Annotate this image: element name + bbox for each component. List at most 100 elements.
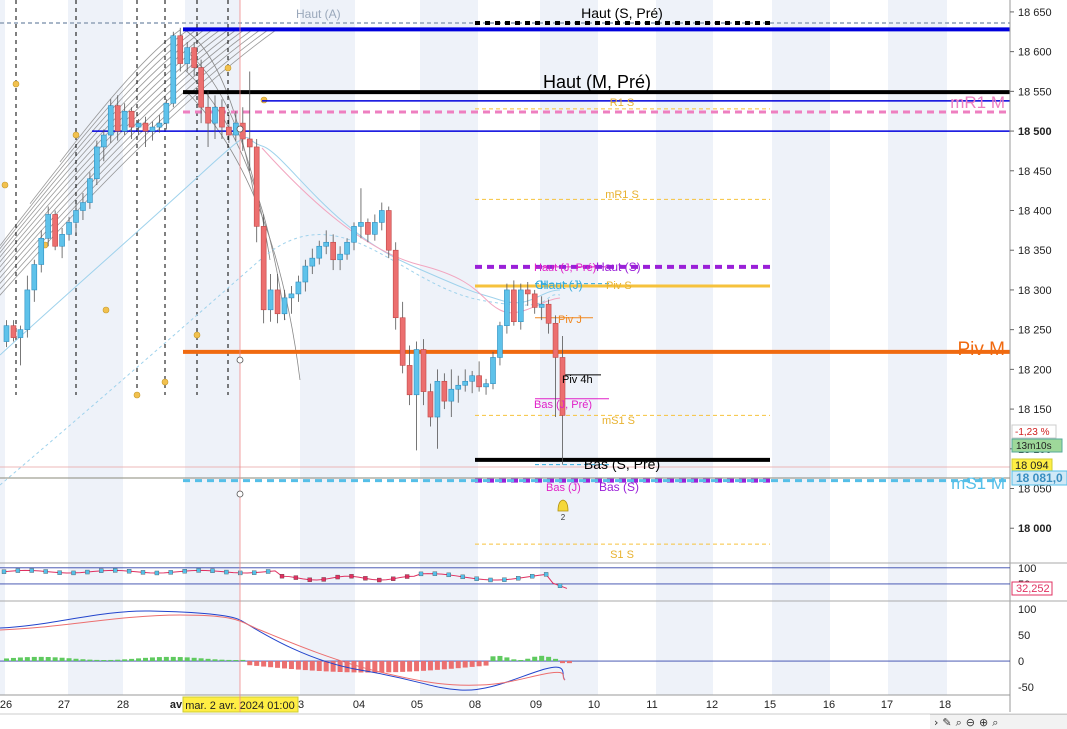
candle <box>114 105 121 132</box>
macd-panel: 100 50 0 -50 <box>0 600 1067 694</box>
macd-bar <box>455 661 461 669</box>
macd-bar <box>143 657 148 662</box>
osc-point <box>140 570 146 575</box>
axis-tick-label: 18 550 <box>1018 86 1052 98</box>
candle <box>246 138 253 148</box>
candle <box>337 253 343 261</box>
macd-bar <box>59 657 65 662</box>
date-label: 3 <box>298 699 304 711</box>
macd-bar <box>497 655 503 662</box>
macd-bar <box>163 656 169 662</box>
candle <box>309 257 316 267</box>
candle <box>344 241 350 255</box>
candle <box>260 226 267 311</box>
osc-point <box>224 569 229 575</box>
axis-tick-label: 18 500 <box>1018 126 1052 138</box>
osc-value-badge: 32,252 <box>1016 583 1050 595</box>
level-label: mS1 M <box>951 474 1005 493</box>
osc-point <box>307 577 312 582</box>
macd-bar <box>10 657 16 662</box>
zoom-in-icon[interactable]: ⊕ <box>979 715 989 729</box>
candle <box>378 210 385 223</box>
macd-bar <box>226 659 232 662</box>
search-icon[interactable]: ⌕ <box>992 715 999 729</box>
macd-line <box>0 610 566 691</box>
macd-bar <box>247 661 253 666</box>
candle <box>385 210 392 251</box>
alert-bell-count: 2 <box>561 513 566 522</box>
level-label: Bas (S) <box>599 480 639 494</box>
macd-bar <box>73 658 79 662</box>
level-label: Bas (S, Pré) <box>584 456 660 472</box>
candle <box>427 391 434 418</box>
level-label: Haut (S) <box>596 260 641 274</box>
candle <box>295 281 302 295</box>
drawing-tools-icon[interactable]: ✎ <box>942 715 952 729</box>
fan-node <box>1 181 9 189</box>
countdown-badge: 13m10s <box>1016 441 1052 452</box>
scrollbar-track <box>0 714 930 729</box>
level-label: Piv M <box>958 339 1006 360</box>
macd-bar <box>31 656 37 662</box>
macd-bar <box>66 658 72 662</box>
osc-point <box>15 568 21 573</box>
level-label: Haut (J, Pré) <box>534 262 596 274</box>
candle <box>73 210 79 223</box>
axis-tick-label: 18 350 <box>1018 245 1052 257</box>
session-band <box>656 0 713 695</box>
candle <box>45 214 52 239</box>
crosshair-node <box>236 356 244 364</box>
macd-bar <box>288 661 294 670</box>
candle <box>274 289 281 315</box>
candle <box>288 293 295 299</box>
candle <box>462 380 469 386</box>
osc-point <box>57 570 62 575</box>
axis-tick-label: 18 250 <box>1018 325 1052 337</box>
osc-point <box>404 574 410 579</box>
zoom-search-icon[interactable]: ⌕ <box>955 715 962 729</box>
macd-bar <box>448 661 454 669</box>
price-axis[interactable]: 18 650 18 600 18 550 18 500 18 450 18 400 18 3… <box>1009 0 1067 729</box>
level-label: Bas (J) <box>546 482 581 494</box>
fan-node <box>102 306 110 314</box>
osc-point <box>29 568 34 573</box>
scroll-right-icon[interactable]: › <box>934 715 939 729</box>
macd-bar <box>532 656 538 662</box>
osc-point <box>71 570 76 576</box>
zoom-out-icon[interactable]: ⊖ <box>965 715 976 729</box>
level-label: Bas (J, Pré) <box>534 399 592 411</box>
osc-point <box>182 568 187 574</box>
change-badge-bg <box>1011 424 1057 439</box>
candle <box>128 110 135 128</box>
fan-curve <box>0 29 245 273</box>
date-label: 12 <box>706 699 718 711</box>
crosshair-node <box>236 125 244 133</box>
candle <box>448 388 455 402</box>
macd-bar <box>309 661 315 671</box>
session-band <box>772 0 830 695</box>
level-label: Haut (S, Pré) <box>581 5 663 21</box>
osc-point <box>168 570 173 575</box>
date-label: 09 <box>530 699 542 711</box>
date-label: 18 <box>939 699 951 711</box>
axis-background <box>1010 0 1067 729</box>
osc-point <box>349 574 354 579</box>
date-label: 17 <box>881 699 893 711</box>
osc-point <box>293 575 299 580</box>
fan-node <box>72 131 80 139</box>
osc-point <box>474 576 479 581</box>
osc-point <box>335 574 340 580</box>
osc-point <box>196 568 201 573</box>
session-band <box>540 0 598 695</box>
macd-bar <box>476 661 482 667</box>
candle <box>281 297 288 315</box>
candle <box>406 365 413 396</box>
date-label: 15 <box>764 699 776 711</box>
date-label: 11 <box>646 699 657 711</box>
macd-bar <box>302 661 308 671</box>
macd-bar <box>511 659 517 662</box>
osc-point <box>321 577 326 582</box>
session-band <box>300 0 355 695</box>
date-label: 28 <box>117 699 129 711</box>
